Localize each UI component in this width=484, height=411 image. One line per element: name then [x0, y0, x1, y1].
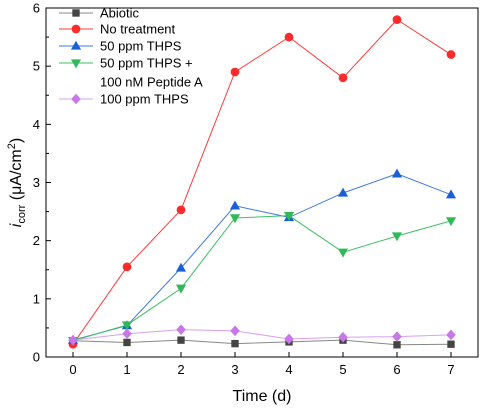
data-point [284, 32, 294, 42]
data-point [393, 341, 401, 349]
legend-label: Abiotic [100, 6, 140, 21]
series-2 [67, 168, 457, 344]
series-line [72, 173, 452, 341]
data-point [447, 340, 455, 348]
y-tick-label: 0 [33, 350, 40, 365]
y-axis-title: icorr (μA/cm2) [6, 138, 28, 227]
data-point [122, 328, 132, 340]
data-point [392, 15, 402, 25]
plot-area: 0 1 2 3 4 5 6 7 0 1 2 3 4 5 6 Time (d) icorr (μA/cm2) Abi… [6, 1, 479, 405]
data-point [445, 189, 457, 199]
legend-marker [70, 40, 82, 50]
data-point [68, 334, 78, 346]
series-line [72, 339, 452, 346]
x-tick-label: 3 [231, 362, 238, 377]
legend-label: 50 ppm THPS + [100, 56, 193, 71]
y-tick-label: 6 [33, 1, 40, 16]
x-axis-title: Time (d) [233, 388, 292, 405]
x-tick-label: 7 [447, 362, 454, 377]
legend-label: No treatment [100, 22, 176, 37]
data-point [123, 338, 131, 347]
data-point [230, 67, 240, 77]
data-point [122, 262, 132, 272]
y-tick-label: 3 [33, 175, 40, 190]
y-tick-label: 4 [33, 117, 40, 132]
series-4 [68, 324, 456, 346]
data-point [176, 205, 186, 215]
data-point [446, 50, 456, 59]
data-point [338, 331, 348, 343]
data-point [229, 200, 241, 210]
data-point [231, 339, 239, 348]
data-point [337, 248, 349, 258]
legend-marker [72, 9, 80, 17]
data-point [284, 333, 294, 345]
data-point [446, 329, 456, 341]
data-point [177, 336, 185, 344]
series-line [72, 215, 452, 342]
y-tick-label: 2 [33, 233, 40, 248]
data-point [391, 232, 403, 242]
series-line [72, 18, 452, 345]
legend-marker [71, 24, 81, 34]
legend-marker [71, 93, 81, 105]
data-point [230, 325, 240, 337]
x-tick-label: 4 [285, 362, 292, 377]
data-point [445, 217, 457, 227]
data-point [175, 284, 187, 294]
y-tick-label: 5 [33, 59, 40, 74]
data-point [392, 331, 402, 342]
legend-label: 100 nM Peptide A [100, 75, 203, 90]
series-line [72, 329, 452, 341]
legend-marker [70, 59, 82, 69]
x-tick-label: 5 [339, 362, 346, 377]
data-point [338, 73, 348, 83]
x-tick-label: 2 [177, 362, 184, 377]
data-point [391, 168, 403, 178]
data-point [175, 262, 187, 272]
data-point [176, 324, 186, 335]
legend-label: 100 ppm THPS [100, 92, 189, 107]
data-point [229, 214, 241, 224]
legend-label: 50 ppm THPS [100, 39, 182, 54]
x-tick-label: 1 [123, 362, 130, 377]
data-point [283, 211, 295, 221]
data-point [337, 187, 349, 197]
series-3 [67, 211, 457, 347]
y-tick-label: 1 [33, 291, 40, 306]
x-tick-label: 0 [69, 362, 76, 377]
x-tick-label: 6 [393, 362, 400, 377]
series-1 [68, 15, 456, 349]
data-point [121, 321, 133, 331]
